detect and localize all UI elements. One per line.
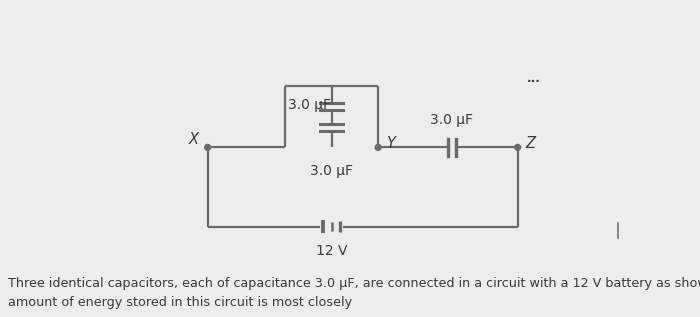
- Text: X: X: [188, 132, 198, 147]
- Text: ...: ...: [527, 72, 541, 85]
- Text: Three identical capacitors, each of capacitance 3.0 μF, are connected in a circu: Three identical capacitors, each of capa…: [8, 277, 700, 290]
- Circle shape: [204, 145, 211, 150]
- Text: 3.0 μF: 3.0 μF: [288, 98, 331, 112]
- Text: 12 V: 12 V: [316, 244, 347, 258]
- Circle shape: [375, 145, 381, 150]
- Text: 3.0 μF: 3.0 μF: [430, 113, 473, 126]
- Text: Z: Z: [526, 136, 536, 151]
- Circle shape: [514, 145, 521, 150]
- Text: Y: Y: [386, 136, 395, 151]
- Text: amount of energy stored in this circuit is most closely: amount of energy stored in this circuit …: [8, 296, 353, 309]
- Text: 3.0 μF: 3.0 μF: [310, 164, 353, 178]
